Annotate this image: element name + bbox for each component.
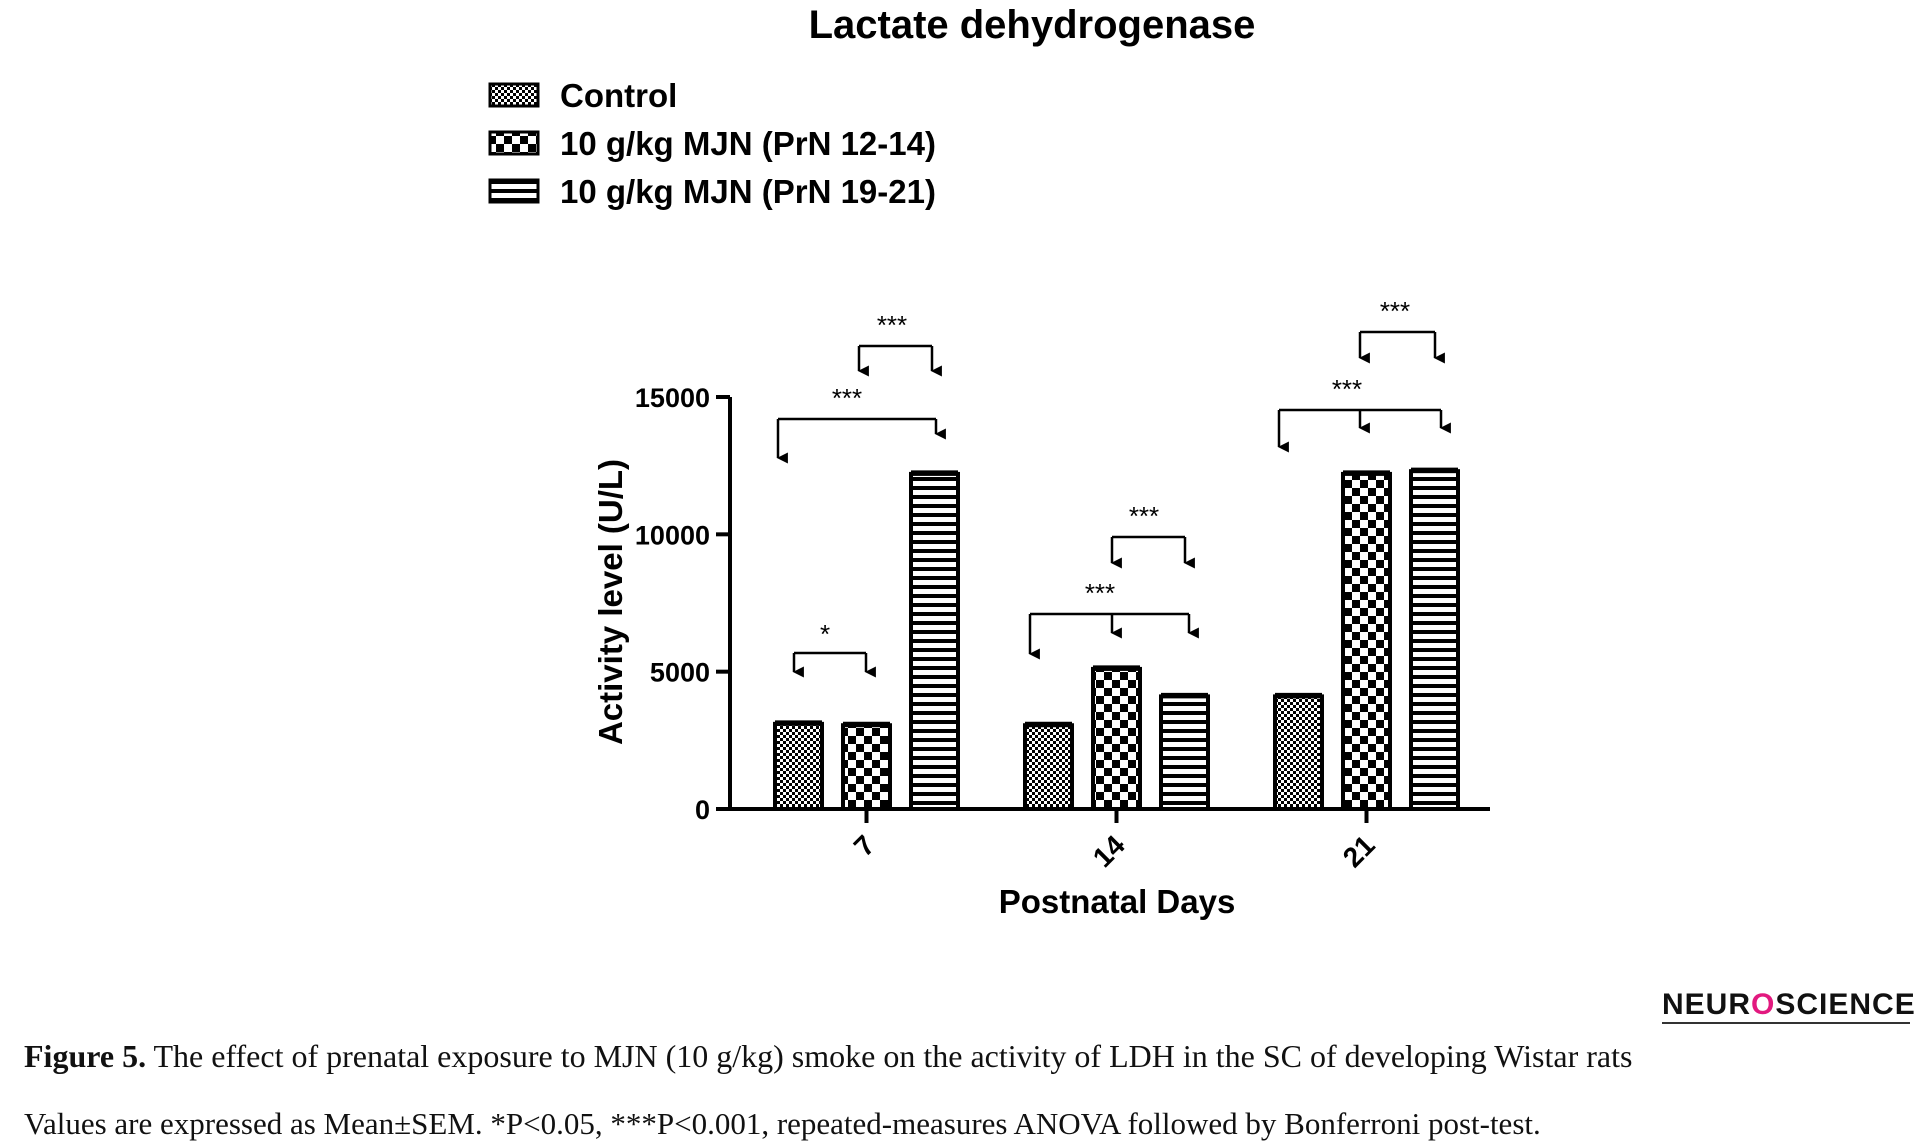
y-tick-label: 0: [695, 795, 710, 825]
significance-bracket-14-5: ***: [1110, 501, 1195, 569]
figure-caption: Figure 5. The effect of prenatal exposur…: [24, 1038, 1632, 1075]
bar-21-1: [1273, 694, 1324, 811]
chart-title: Lactate dehydrogenase: [809, 3, 1256, 47]
bar-7-1: [773, 721, 824, 811]
brand-o-icon: O: [1751, 988, 1776, 1021]
significance-label: ***: [1332, 374, 1362, 404]
bar-14-2: [1091, 666, 1142, 811]
significance-bracket-7-1: *: [792, 619, 876, 678]
brand-text-end: SCIENCE: [1775, 988, 1915, 1021]
significance-label: ***: [1380, 296, 1410, 326]
legend-item-2: 10 g/kg MJN (PrN 12-14): [488, 125, 936, 162]
brand-text-start: NEUR: [1662, 988, 1752, 1021]
significance-bracket-21-7: ***: [1358, 296, 1445, 364]
x-tick-label: 14: [1087, 829, 1131, 873]
significance-label: ***: [1129, 501, 1159, 531]
significance-label: ***: [877, 310, 907, 340]
legend-swatch-fine-checker: [488, 82, 540, 108]
legend-item-3: 10 g/kg MJN (PrN 19-21): [488, 173, 936, 210]
logo-underline: [1662, 1022, 1910, 1024]
significance-bracket-14-4: ***: [1028, 578, 1199, 660]
legend: Control 10 g/kg MJN (PrN 12-14) 10 g/kg MJ…: [488, 77, 936, 210]
y-axis-label: Activity level (U/L): [592, 459, 629, 745]
legend-swatch-coarse-checker: [488, 130, 540, 156]
legend-label: 10 g/kg MJN (PrN 19-21): [560, 173, 936, 210]
bar-14-1: [1023, 723, 1074, 812]
chart: Lactate dehydrogenase Control 10 g/kg MJN…: [488, 3, 1490, 920]
legend-label: Control: [560, 77, 677, 114]
legend-label: 10 g/kg MJN (PrN 12-14): [560, 125, 936, 162]
figure-caption-text: The effect of prenatal exposure to MJN (…: [146, 1038, 1633, 1074]
significance-label: *: [820, 619, 830, 649]
significance-bracket-21-6: ***: [1277, 374, 1451, 453]
y-tick-label: 15000: [635, 383, 710, 413]
neuroscience-logo: NEUROSCIENCE: [1662, 988, 1915, 1022]
significance-label: ***: [1085, 578, 1115, 608]
x-tick-label: 21: [1337, 829, 1381, 873]
significance-bracket-7-2: ***: [776, 383, 946, 464]
y-tick-label: 5000: [650, 658, 710, 688]
figure-note: Values are expressed as Mean±SEM. *P<0.0…: [24, 1106, 1541, 1141]
significance-label: ***: [832, 383, 862, 413]
significance-bracket-7-3: ***: [857, 310, 942, 377]
legend-item-1: Control: [488, 77, 677, 114]
x-axis-label: Postnatal Days: [999, 883, 1236, 920]
bar-7-3: [909, 471, 960, 811]
y-tick-label: 10000: [635, 520, 710, 550]
bar-21-3: [1409, 469, 1460, 811]
x-tick-label: 7: [848, 829, 881, 862]
figure-label: Figure 5.: [24, 1038, 147, 1074]
bar-21-2: [1341, 471, 1392, 811]
bar-14-3: [1159, 694, 1210, 811]
bar-7-2: [841, 723, 892, 812]
legend-swatch-horizontal-stripes: [488, 178, 540, 204]
